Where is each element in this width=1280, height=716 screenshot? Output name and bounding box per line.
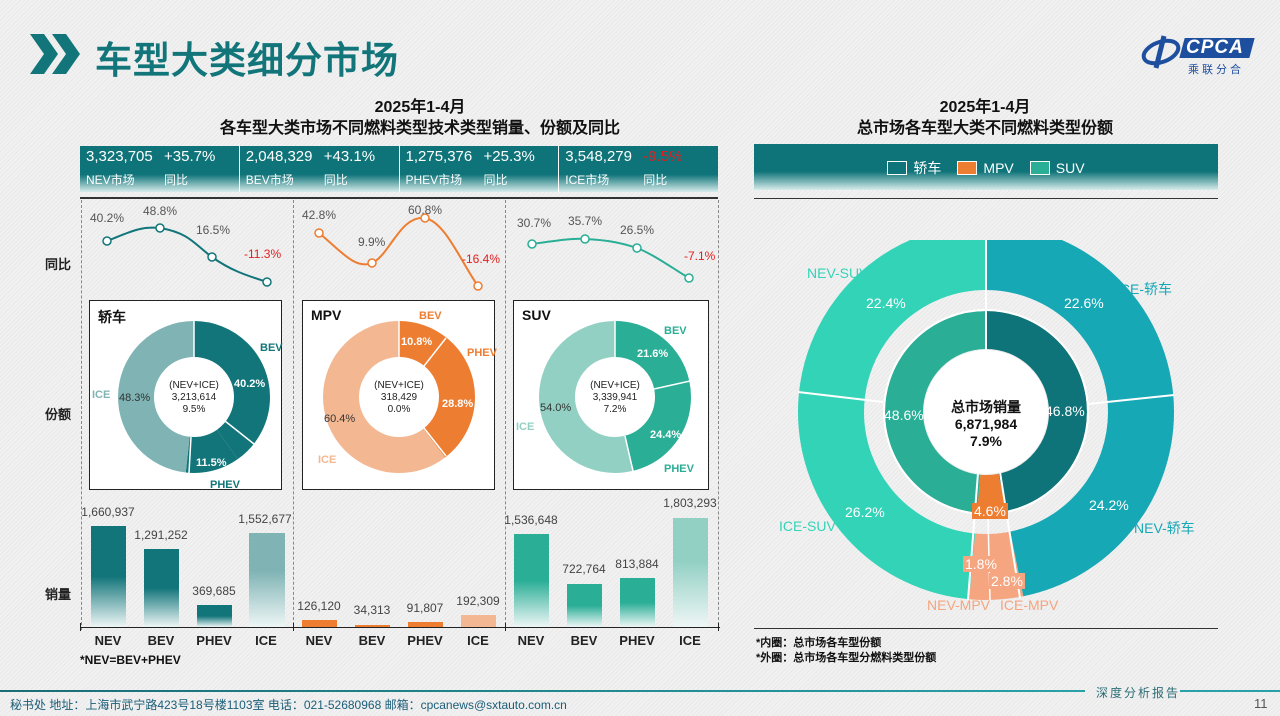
report-tag: 深度分析报告 bbox=[1096, 686, 1181, 700]
legend-swatch bbox=[887, 161, 908, 175]
data-label: 35.7% bbox=[568, 214, 603, 228]
data-label: -7.1% bbox=[684, 249, 716, 263]
left-chart-title: 2025年1-4月 各车型大类市场不同燃料类型技术类型销量、份额及同比 bbox=[219, 99, 620, 137]
kpi-ice: 3,548,279 -9.5% ICE市场 同比 bbox=[565, 148, 683, 187]
data-label: 60.8% bbox=[408, 203, 443, 217]
kpi-bar: 3,323,705 +35.7% NEV市场 同比 2,048,329 +43.… bbox=[80, 146, 718, 192]
data-label: 26.5% bbox=[620, 223, 655, 237]
data-label: 42.8% bbox=[302, 208, 337, 222]
footer-divider bbox=[0, 690, 1085, 692]
chart-notes: *内圈：总市场各车型份额 *外圈：总市场各车型分燃料类型份额 bbox=[756, 637, 937, 664]
kpi-bev: 2,048,329 +43.1% BEV市场 同比 bbox=[240, 146, 400, 192]
divider bbox=[754, 628, 1218, 629]
cpca-logo: CPCA 乘联分合 bbox=[1138, 30, 1258, 76]
legend: 轿车 MPV SUV bbox=[754, 144, 1218, 190]
data-label: 30.7% bbox=[517, 216, 552, 230]
data-label: 16.5% bbox=[196, 223, 231, 237]
bar-sedan-phev bbox=[197, 605, 232, 627]
data-label: 40.2% bbox=[90, 211, 125, 225]
chevron-double-icon bbox=[30, 34, 80, 74]
legend-item-suv: SUV bbox=[1029, 158, 1085, 178]
mpv-share-donut: MPV BEV 10.8% PHEV 28.8% 60.4% ICE (NEV+… bbox=[302, 300, 497, 490]
footer-divider bbox=[1180, 690, 1280, 692]
data-label: 9.9% bbox=[358, 235, 386, 249]
divider bbox=[80, 197, 718, 199]
total-market-center: 总市场销量 6,871,984 7.9% bbox=[951, 399, 1021, 449]
divider bbox=[718, 200, 719, 630]
bar-mpv-phev bbox=[408, 622, 443, 627]
row-label-yoy: 同比 bbox=[45, 257, 72, 272]
divider bbox=[81, 200, 82, 630]
bar-mpv-bev bbox=[355, 625, 390, 627]
divider bbox=[505, 200, 506, 630]
bar-sedan-ice bbox=[249, 533, 285, 627]
data-label: 48.8% bbox=[143, 204, 178, 218]
divider bbox=[754, 198, 1218, 199]
data-label: -11.3% bbox=[244, 247, 282, 261]
x-axis bbox=[80, 627, 720, 628]
footer-contact: 秘书处 地址：上海市武宁路423号18号楼1103室 电话：021-526809… bbox=[10, 698, 567, 712]
legend-swatch bbox=[957, 161, 978, 175]
page-title: 车型大类细分市场 bbox=[95, 40, 399, 81]
footnote: *NEV=BEV+PHEV bbox=[80, 653, 181, 667]
sedan-share-donut: 轿车 BEV 40.2% 11.5% PHEV ICE 48.3% (NEV+I… bbox=[89, 300, 283, 491]
bar-sedan-bev bbox=[144, 549, 179, 627]
suv-share-donut: SUV BEV 21.6% 24.4% PHEV 54.0% ICE (NEV+… bbox=[513, 300, 709, 490]
cpca-emblem-icon bbox=[1141, 35, 1181, 69]
bar-mpv-nev bbox=[302, 620, 337, 627]
bar-suv-phev bbox=[620, 578, 655, 627]
bar-mpv-ice bbox=[461, 615, 496, 627]
kpi-phev: 1,275,376 +25.3% PHEV市场 同比 bbox=[400, 146, 560, 192]
bar-sedan-nev bbox=[91, 526, 126, 627]
yoy-line-chart bbox=[102, 213, 694, 291]
legend-swatch bbox=[1029, 161, 1050, 175]
bar-suv-ice bbox=[673, 518, 708, 627]
kpi-nev: 3,323,705 +35.7% NEV市场 同比 bbox=[80, 146, 240, 192]
divider bbox=[293, 200, 294, 630]
legend-item-sedan: 轿车 bbox=[887, 158, 941, 178]
bar-suv-bev bbox=[567, 584, 602, 627]
right-chart-title: 2025年1-4月 总市场各车型大类不同燃料类型份额 bbox=[856, 99, 1113, 137]
legend-item-mpv: MPV bbox=[957, 158, 1014, 178]
data-label: -16.4% bbox=[462, 252, 501, 266]
row-label-volume: 销量 bbox=[45, 587, 72, 602]
bar-suv-nev bbox=[514, 534, 549, 627]
page-number: 11 bbox=[1254, 696, 1268, 711]
row-label-share: 份额 bbox=[45, 407, 72, 422]
